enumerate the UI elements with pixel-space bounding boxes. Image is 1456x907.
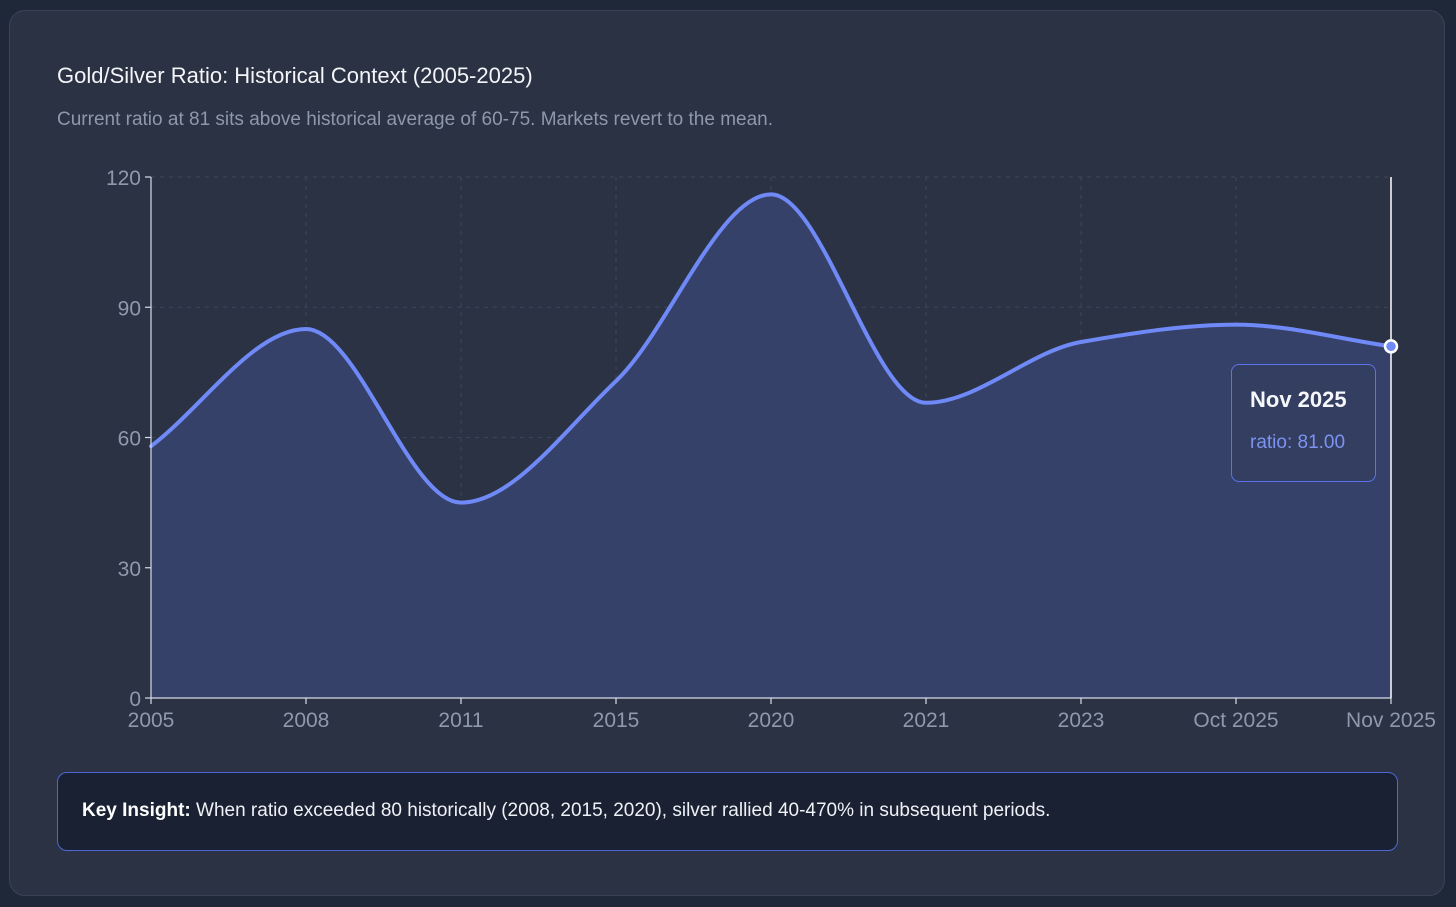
active-point-dot (1383, 339, 1399, 354)
x-tick-label-6: 2023 (1058, 709, 1105, 732)
y-tick-label-90: 90 (118, 297, 141, 320)
ratio-series-line (149, 192, 1393, 505)
x-tick-label-5: 2021 (903, 709, 950, 732)
y-tick-label-30: 30 (118, 558, 141, 581)
y-tick-label-0: 0 (129, 688, 141, 711)
x-tick-label-1: 2008 (283, 709, 330, 732)
key-insight-box: Key Insight: When ratio exceeded 80 hist… (57, 772, 1398, 851)
key-insight-text: When ratio exceeded 80 historically (200… (190, 800, 1051, 821)
x-tick-label-8: Nov 2025 (1346, 709, 1436, 732)
ratio-area-chart[interactable]: 0 30 60 90 120 2005 2008 2011 2015 2020 2021 2023 Oc… (10, 11, 1446, 751)
chart-card: Gold/Silver Ratio: Historical Context (2… (9, 10, 1445, 896)
y-tick-label-60: 60 (118, 428, 141, 451)
chart-cursor-layer (1383, 177, 1399, 698)
chart-tooltip: Nov 2025 ratio: 81.00 (1231, 364, 1376, 482)
x-tick-label-3: 2015 (593, 709, 640, 732)
x-tick-label-0: 2005 (128, 709, 175, 732)
chart-area-layer (149, 192, 1393, 698)
chart-subtitle: Current ratio at 81 sits above historica… (57, 109, 774, 130)
key-insight-label: Key Insight: (82, 800, 191, 821)
ratio-area-fill (151, 194, 1391, 698)
x-tick-label-2: 2011 (438, 709, 483, 732)
x-tick-label-4: 2020 (748, 709, 795, 732)
y-tick-label-120: 120 (106, 167, 141, 190)
tooltip-value: ratio: 81.00 (1250, 432, 1346, 453)
chart-title: Gold/Silver Ratio: Historical Context (2… (57, 63, 533, 88)
chart-tick-labels: 0 30 60 90 120 2005 2008 2011 2015 2020 2021 2023 Oc… (106, 167, 1436, 732)
tooltip-label: Nov 2025 (1250, 387, 1347, 412)
chart-axes (145, 176, 1392, 704)
x-tick-label-7: Oct 2025 (1193, 709, 1278, 732)
